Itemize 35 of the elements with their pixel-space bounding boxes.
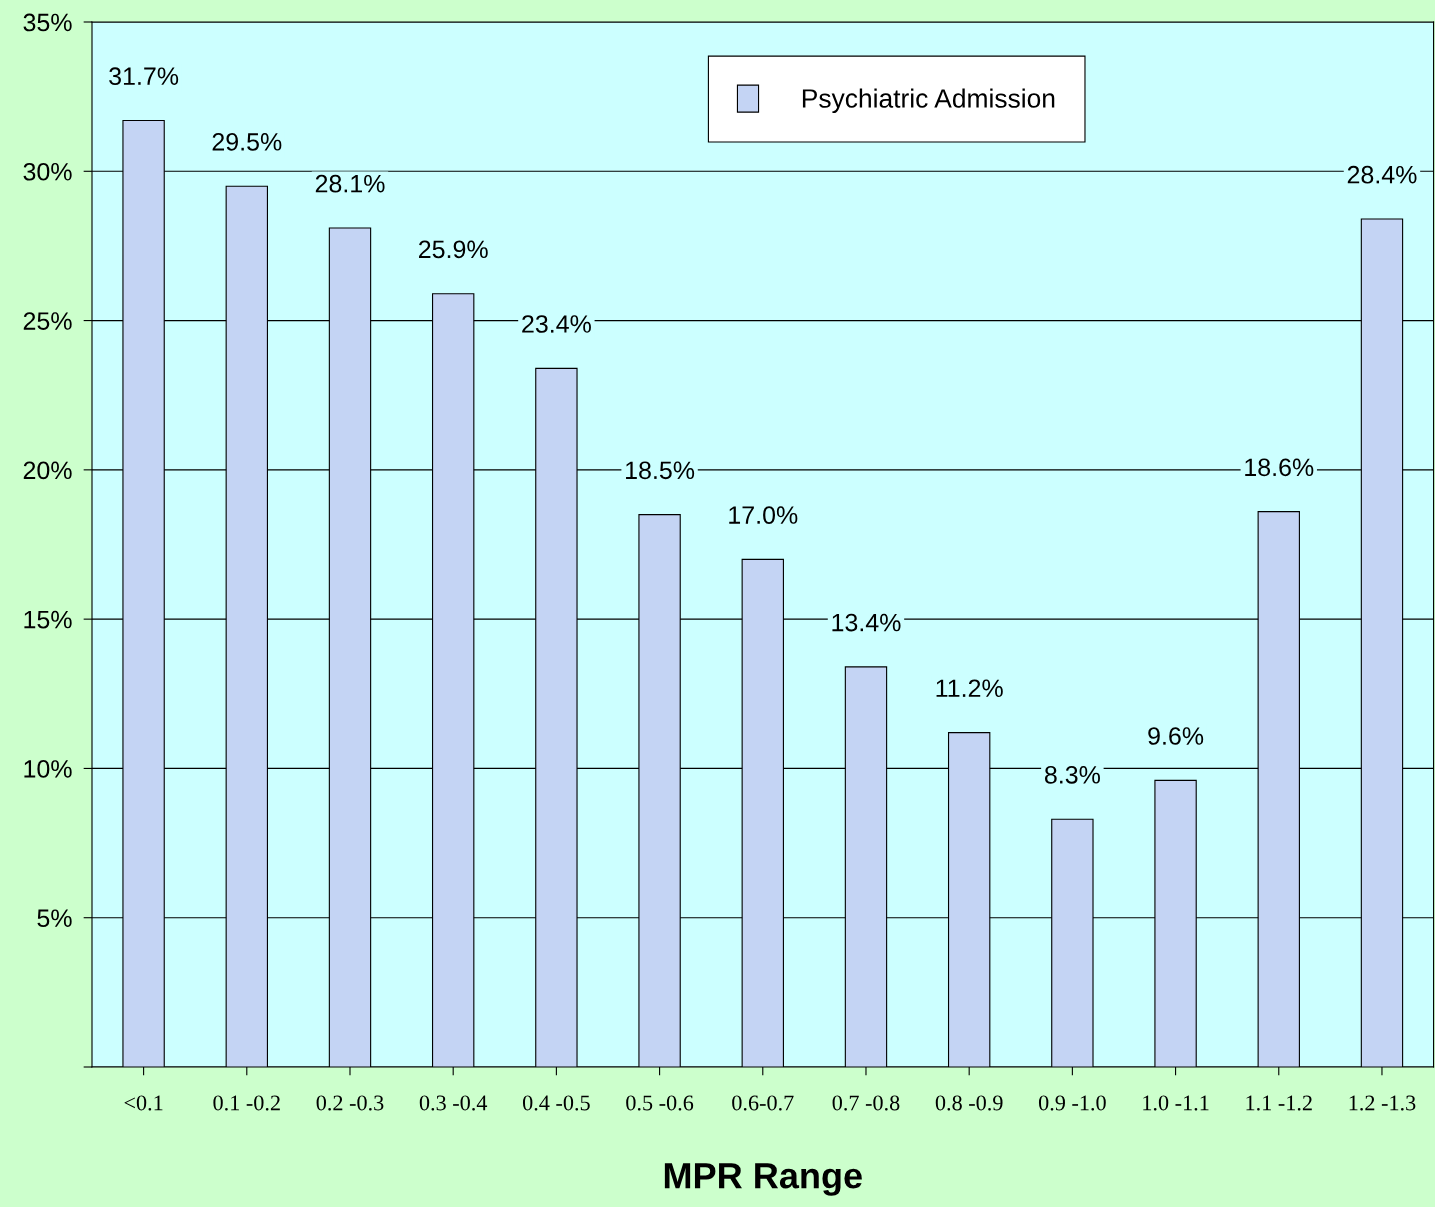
x-axis-title: MPR Range [664,1163,862,1196]
data-label: 28.1% [315,174,385,193]
data-label: 25.9% [419,240,488,259]
data-label: 29.5% [212,133,282,151]
data-label: 11.2% [936,679,1003,698]
x-tick-label: 0.9 -1.0 [1038,1095,1106,1111]
y-tick-label: 15% [24,610,72,629]
x-tick-label: 0.6-0.7 [732,1095,794,1111]
data-label: 9.6% [1148,727,1204,745]
x-tick-label: <0.1 [124,1095,163,1111]
x-tick-label: 0.3 -0.4 [419,1095,488,1111]
y-tick-label: 5% [37,909,72,928]
y-tick-label: 30% [23,162,72,181]
x-tick-label: 0.4 -0.5 [522,1095,590,1111]
x-tick-label: 1.1 -1.2 [1246,1095,1312,1111]
data-label: 28.4% [1347,165,1417,184]
x-tick-label: 0.2 -0.3 [316,1095,384,1111]
x-tick-label: 1.0 -1.1 [1143,1095,1209,1111]
legend-label: Psychiatric Admission [802,88,1055,114]
data-label: 31.7% [109,67,179,86]
x-tick-label: 0.7 -0.8 [832,1095,900,1111]
data-label: 23.4% [522,315,591,333]
y-tick-label: 10% [24,760,72,778]
x-tick-label: 0.8 -0.9 [935,1095,1003,1111]
data-label: 13.4% [832,613,901,632]
data-label: 8.3% [1044,765,1100,784]
y-tick-label: 35% [23,13,72,32]
data-label: 18.6% [1245,458,1314,477]
data-label: 18.5% [626,461,695,480]
x-tick-label: 1.2 -1.3 [1349,1095,1416,1111]
y-tick-label: 20% [23,461,72,480]
x-tick-label: 0.5 -0.6 [626,1095,694,1111]
data-label: 17.0% [729,506,798,524]
y-tick-label: 25% [23,312,72,330]
x-tick-label: 0.1 -0.2 [213,1095,280,1111]
